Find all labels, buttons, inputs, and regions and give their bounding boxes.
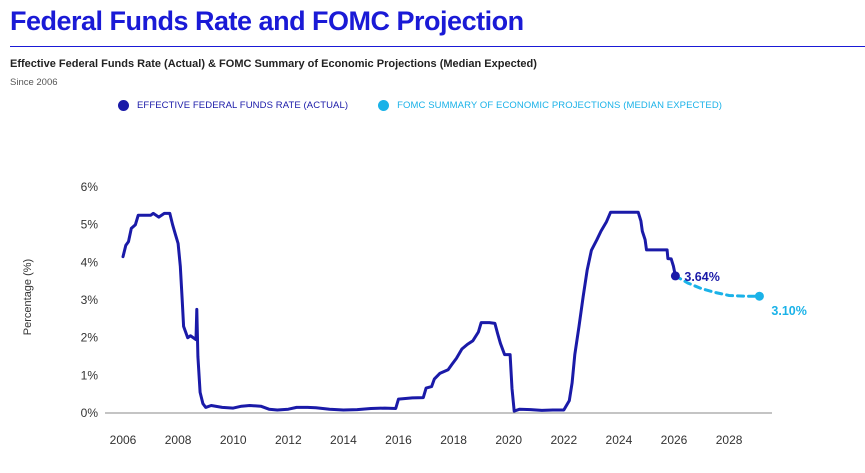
point-projection-end [754, 291, 764, 301]
data-label-projection: 3.10% [771, 304, 806, 318]
x-tick-label: 2018 [440, 433, 467, 447]
legend-label-actual: EFFECTIVE FEDERAL FUNDS RATE (ACTUAL) [137, 100, 349, 111]
legend-label-projection: FOMC SUMMARY OF ECONOMIC PROJECTIONS (ME… [397, 100, 723, 111]
y-tick-label: 1% [81, 368, 99, 382]
y-tick-label: 0% [81, 406, 99, 420]
x-tick-label: 2012 [275, 433, 302, 447]
x-tick-label: 2020 [495, 433, 522, 447]
legend-item-actual[interactable]: EFFECTIVE FEDERAL FUNDS RATE (ACTUAL) [118, 100, 348, 111]
legend-marker-projection [378, 100, 390, 111]
legend-item-projection[interactable]: FOMC SUMMARY OF ECONOMIC PROJECTIONS (ME… [378, 100, 722, 111]
page-title: Federal Funds Rate and FOMC Projection [10, 6, 524, 36]
chart-subtitle: Effective Federal Funds Rate (Actual) & … [10, 58, 537, 70]
point-actual-latest [670, 271, 680, 281]
x-tick-label: 2006 [110, 433, 137, 447]
y-tick-label: 3% [81, 293, 99, 307]
data-label-actual: 3.64% [684, 270, 719, 284]
chart-legend: EFFECTIVE FEDERAL FUNDS RATE (ACTUAL) FO… [118, 100, 752, 111]
x-tick-label: 2028 [716, 433, 743, 447]
y-tick-label: 4% [81, 255, 99, 269]
y-tick-label: 6% [81, 180, 99, 194]
title-divider [10, 46, 865, 47]
series-line-actual [121, 210, 677, 413]
x-tick-label: 2026 [661, 433, 688, 447]
series-line-projection [673, 274, 761, 298]
x-tick-label: 2010 [220, 433, 247, 447]
y-tick-label: 5% [81, 218, 99, 232]
x-tick-label: 2008 [165, 433, 192, 447]
x-tick-label: 2022 [550, 433, 577, 447]
x-tick-label: 2024 [606, 433, 633, 447]
legend-marker-actual [118, 100, 129, 111]
x-tick-label: 2016 [385, 433, 412, 447]
y-tick-label: 2% [81, 331, 99, 345]
x-tick-label: 2014 [330, 433, 357, 447]
date-range-note: Since 2006 [10, 77, 58, 88]
